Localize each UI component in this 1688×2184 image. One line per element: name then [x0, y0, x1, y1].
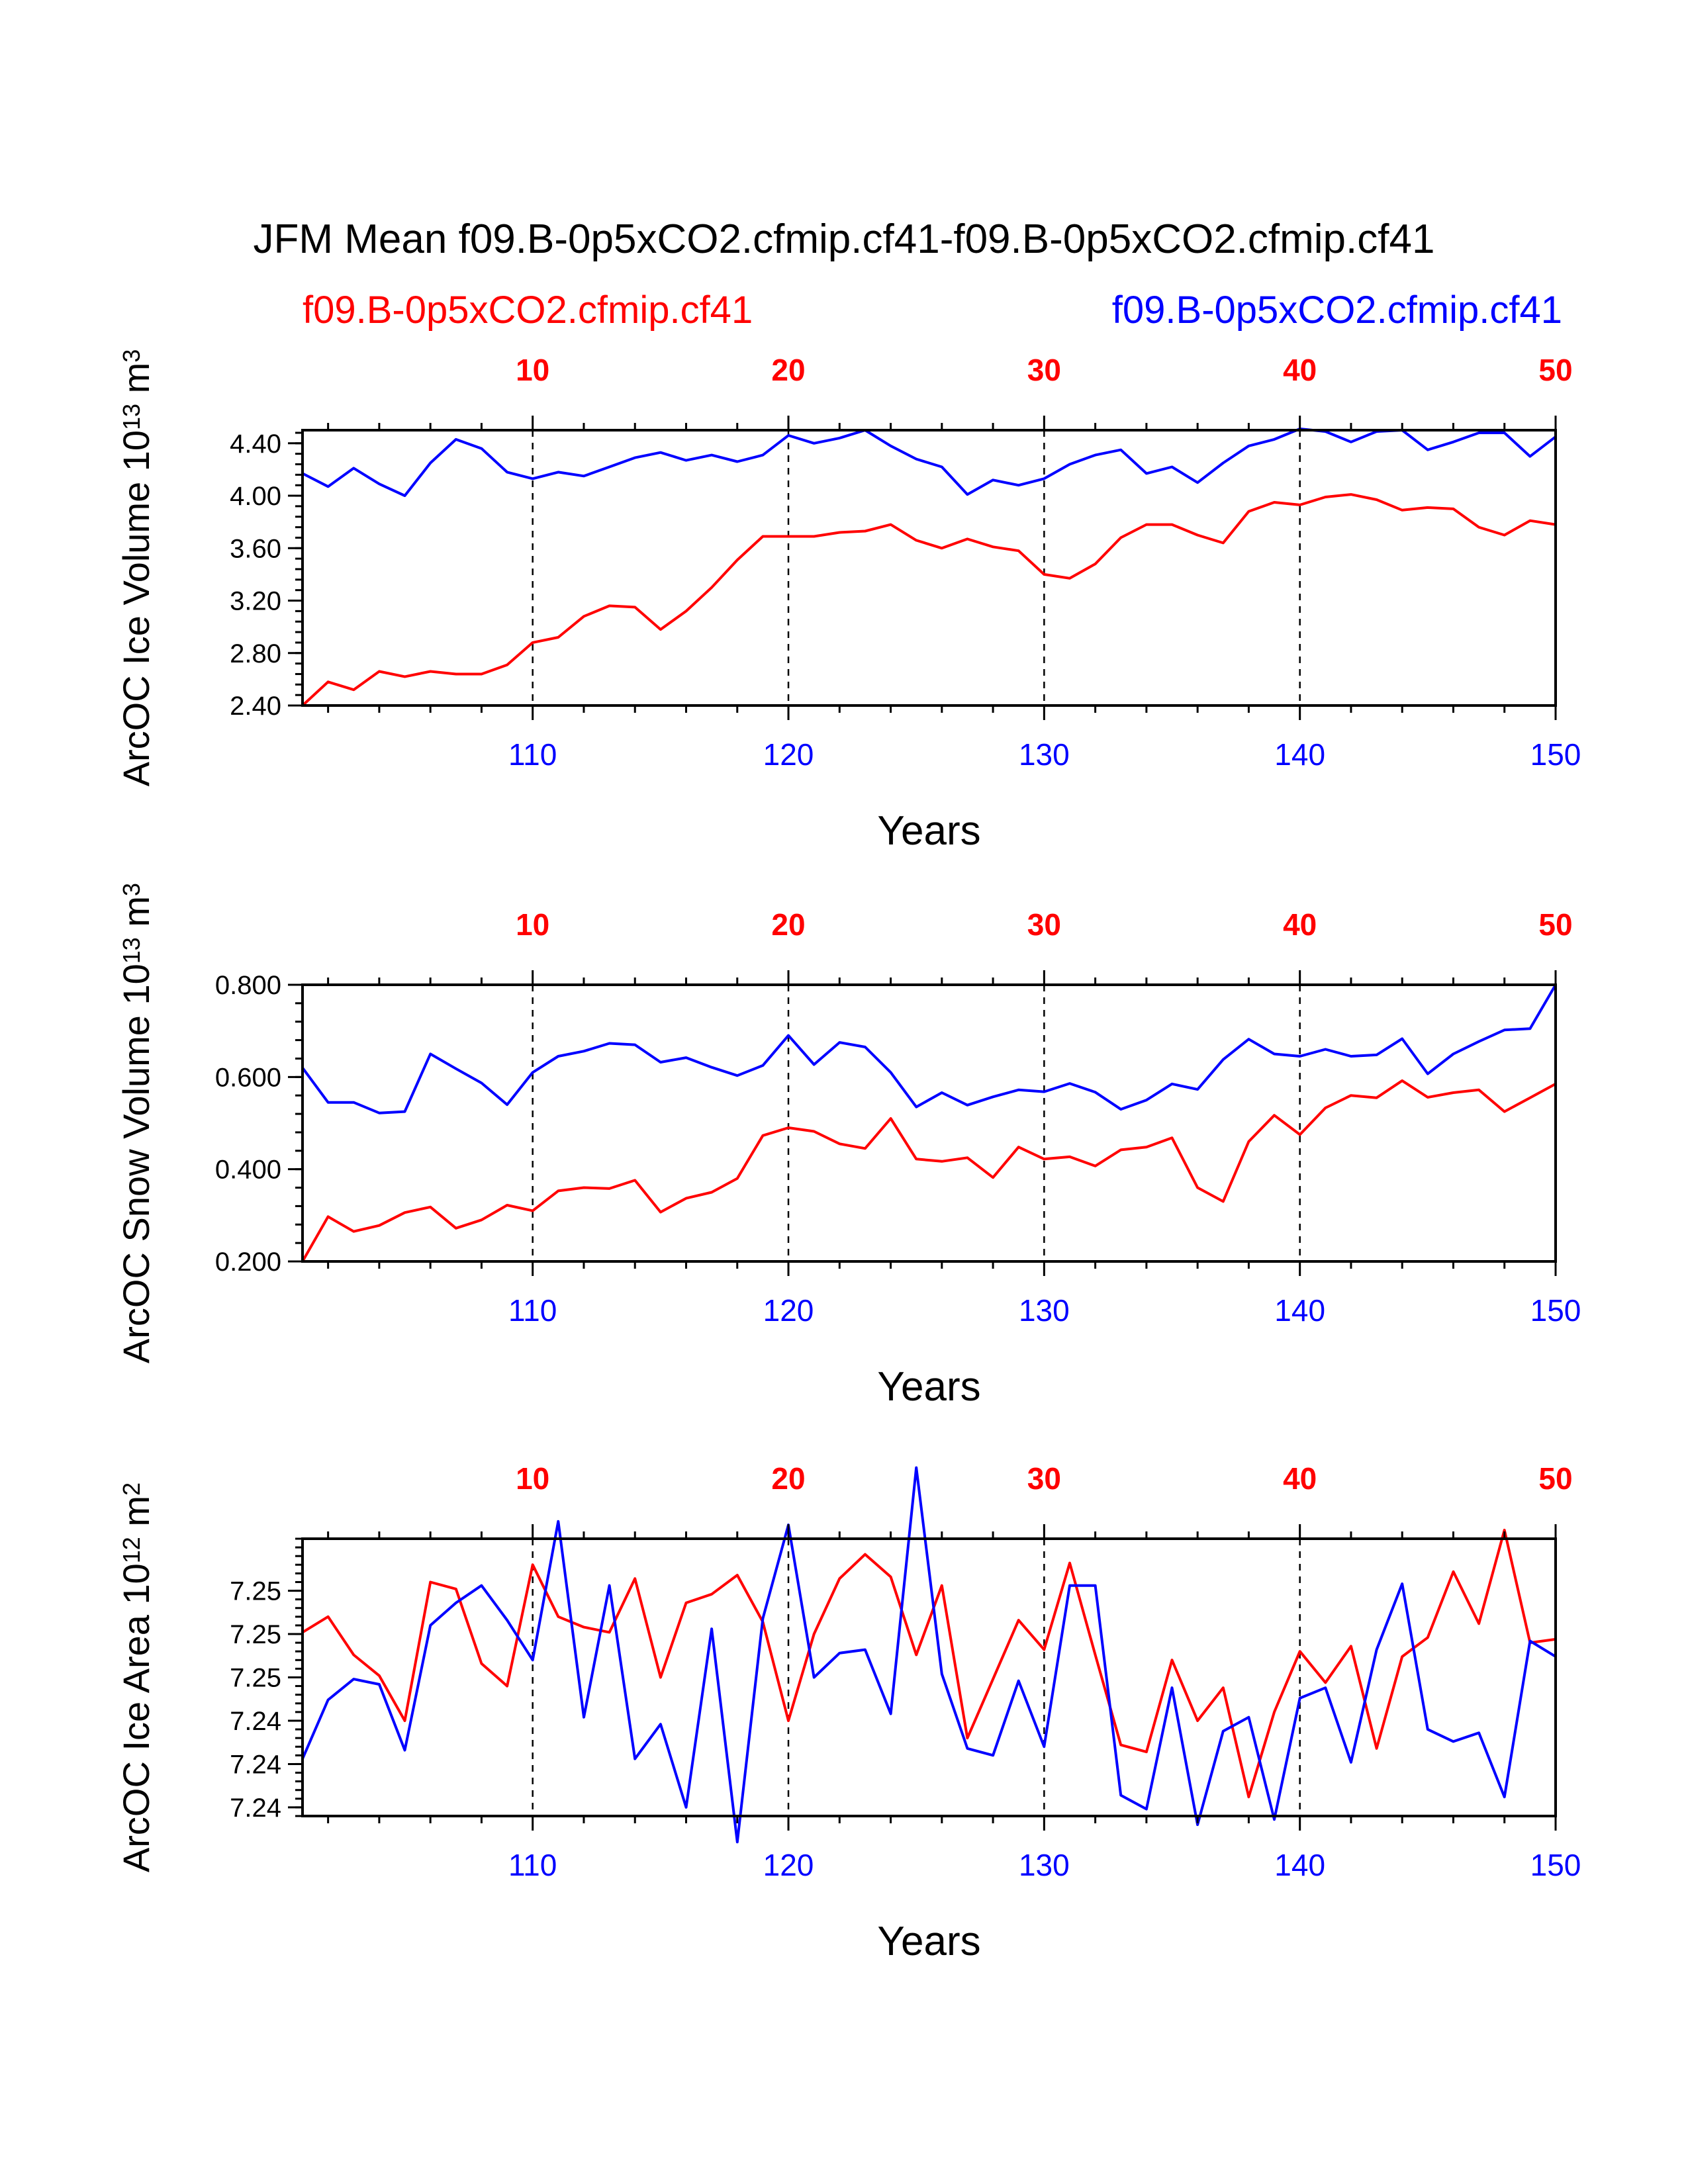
y-axis-label: ArcOC Snow Volume 1013 m3	[115, 883, 157, 1363]
series-case1-line	[301, 1528, 1556, 1799]
x-axis-label: Years	[877, 1919, 980, 1964]
x-tick-label-top: 30	[1027, 353, 1061, 387]
y-axis-label-superscript: 13	[118, 404, 145, 430]
x-tick-label-top: 10	[516, 353, 549, 387]
y-axis-label-superscript: 2	[118, 1482, 145, 1496]
y-axis-label-superscript: 3	[118, 883, 145, 896]
y-axis-label-text: m	[115, 896, 157, 937]
x-tick-label-top: 20	[771, 353, 805, 387]
y-tick-label: 7.25	[230, 1577, 281, 1606]
x-tick-label-bottom: 110	[508, 737, 557, 772]
x-tick-label-bottom: 140	[1274, 737, 1325, 772]
legend-case2-label: f09.B-0p5xCO2.cfmip.cf41	[1112, 289, 1562, 332]
x-tick-label-top: 50	[1538, 1461, 1572, 1496]
panel-3: 7.24 7.24 7.24 7.25 7.25 7.25 110 10 120 20 130 30 1…	[115, 1461, 1581, 1964]
x-tick-label-bottom: 120	[763, 1848, 814, 1882]
x-tick-label-top: 50	[1538, 907, 1572, 942]
y-axis-label-text: m	[115, 1496, 157, 1537]
panel-2: 0.200 0.400 0.600 0.800 110 10 120 20 130 30 140 40…	[115, 883, 1581, 1410]
x-axis-label: Years	[877, 808, 980, 854]
x-tick-label-top: 10	[516, 907, 549, 942]
x-tick-label-top: 10	[516, 1461, 549, 1496]
x-tick-label-top: 20	[771, 907, 805, 942]
series-case1-line	[301, 493, 1556, 707]
x-tick-label-top: 50	[1538, 353, 1572, 387]
x-tick-label-bottom: 120	[763, 1293, 814, 1328]
panel-1: 2.40 2.80 3.20 3.60 4.00 4.40 110 10 120 20 130 30 1…	[115, 349, 1581, 854]
y-tick-label: 4.00	[230, 482, 281, 511]
series-case2-line	[302, 428, 1557, 497]
y-axis-label-text: ArcOC Ice Area 10	[115, 1563, 157, 1872]
legend-case1-label: f09.B-0p5xCO2.cfmip.cf41	[303, 289, 753, 332]
x-tick-label-top: 30	[1027, 907, 1061, 942]
y-axis-label: ArcOC Ice Volume 1013 m3	[115, 349, 157, 787]
y-axis-label-superscript: 3	[118, 349, 145, 363]
x-tick-label-bottom: 150	[1530, 1848, 1581, 1882]
x-tick-label-top: 40	[1283, 353, 1317, 387]
y-tick-label: 0.800	[215, 971, 281, 1000]
series-case2-line	[301, 983, 1557, 1115]
y-tick-label: 2.80	[230, 639, 281, 668]
x-tick-label-top: 30	[1027, 1461, 1061, 1496]
y-axis-label-superscript: 13	[118, 937, 145, 964]
y-tick-label: 0.200	[215, 1248, 281, 1277]
series-case2-line	[301, 1466, 1557, 1844]
y-tick-label: 7.24	[230, 1794, 281, 1823]
y-axis-label: ArcOC Ice Area 1012 m2	[115, 1482, 157, 1872]
x-tick-label-bottom: 150	[1530, 737, 1581, 772]
y-tick-label: 4.40	[230, 430, 281, 459]
y-axis-label-text: m	[115, 363, 157, 404]
x-tick-label-bottom: 140	[1274, 1848, 1325, 1882]
x-tick-label-bottom: 120	[763, 737, 814, 772]
x-tick-label-top: 40	[1283, 1461, 1317, 1496]
x-tick-label-bottom: 110	[508, 1293, 557, 1328]
y-axis-label-superscript: 12	[118, 1537, 145, 1563]
plot-frame	[301, 983, 1557, 1263]
y-axis-label-text: ArcOC Ice Volume 10	[115, 430, 157, 786]
y-tick-label: 0.400	[215, 1156, 281, 1185]
series-case1-line	[301, 1079, 1556, 1262]
y-tick-label: 3.60	[230, 534, 281, 563]
y-tick-label: 0.600	[215, 1063, 281, 1092]
plot-frame	[301, 429, 1557, 707]
x-tick-label-top: 40	[1283, 907, 1317, 942]
y-tick-label: 7.25	[230, 1664, 281, 1693]
y-tick-label: 7.24	[230, 1707, 281, 1736]
x-axis-label: Years	[877, 1364, 980, 1410]
x-tick-label-bottom: 110	[508, 1848, 557, 1882]
figure-title: JFM Mean f09.B-0p5xCO2.cfmip.cf41-f09.B-…	[254, 216, 1435, 262]
y-axis-label-text: ArcOC Snow Volume 10	[115, 964, 157, 1363]
x-tick-label-bottom: 130	[1019, 1848, 1070, 1882]
y-tick-label: 3.20	[230, 587, 281, 616]
y-tick-label: 7.25	[230, 1620, 281, 1649]
y-tick-label: 7.24	[230, 1750, 281, 1779]
x-tick-label-bottom: 130	[1019, 737, 1070, 772]
x-tick-label-top: 20	[771, 1461, 805, 1496]
x-tick-label-bottom: 130	[1019, 1293, 1070, 1328]
x-tick-label-bottom: 140	[1274, 1293, 1325, 1328]
y-tick-label: 2.40	[230, 692, 281, 721]
x-tick-label-bottom: 150	[1530, 1293, 1581, 1328]
